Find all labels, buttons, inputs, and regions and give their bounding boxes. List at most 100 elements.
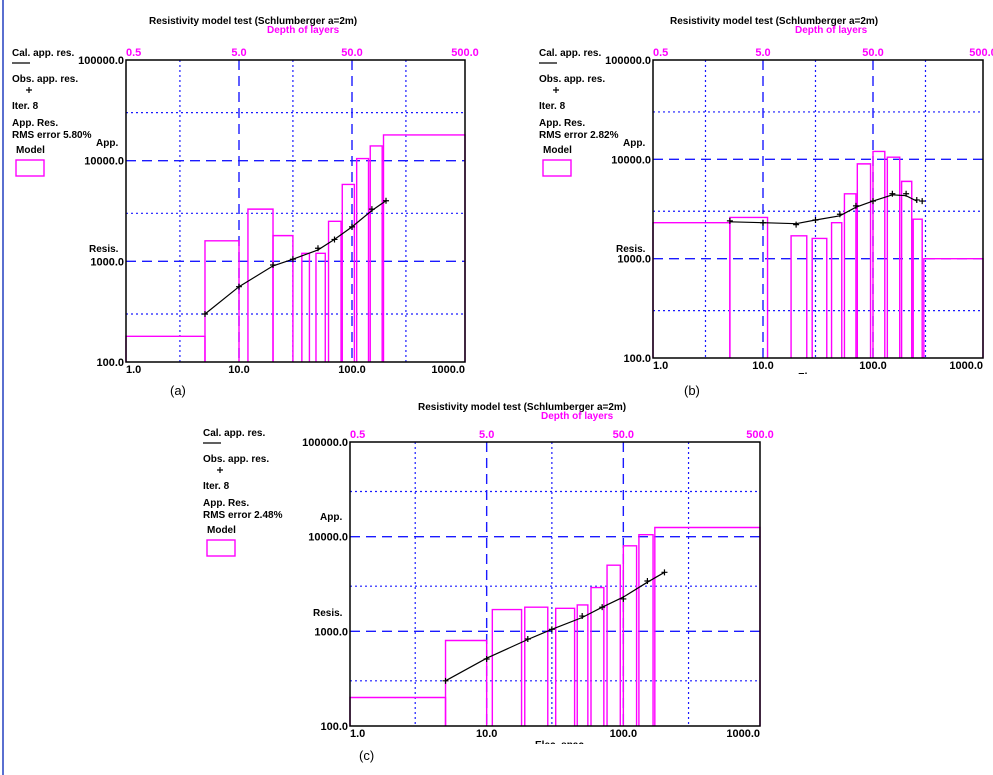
observed-point	[442, 677, 449, 684]
observed-point	[314, 245, 321, 252]
calculated-curve	[204, 200, 387, 315]
depth-tick-label: 0.5	[350, 429, 365, 441]
x-tick-label: 1.0	[126, 364, 141, 374]
legend-iteration: Iter. 8	[12, 101, 39, 112]
observed-point	[812, 217, 819, 224]
model-layer-block	[900, 180, 913, 358]
model-layer-block	[341, 183, 356, 362]
model-layer-block	[125, 335, 206, 362]
x-tick-label: 100.0	[859, 360, 887, 372]
chart-b-svg: Resistivity model test (Schlumberger a=2…	[539, 16, 993, 374]
calculated-curve	[729, 194, 918, 225]
legend-observed-label: Obs. app. res.	[12, 74, 78, 85]
legend-observed-marker	[217, 467, 223, 473]
x-axis-label: Elec. spac.	[535, 740, 587, 744]
model-layer-block	[355, 157, 370, 362]
legend-iteration: Iter. 8	[539, 101, 566, 112]
x-axis-label: Elec. spac.	[798, 372, 850, 374]
depth-tick-label: 0.5	[126, 47, 141, 59]
chart-panel-a: Resistivity model test (Schlumberger a=2…	[4, 12, 490, 374]
observed-point	[919, 198, 926, 205]
legend-app-res: App. Res.	[203, 498, 249, 509]
chart-panel-b: Resistivity model test (Schlumberger a=2…	[505, 12, 993, 374]
x-tick-label: 10.0	[228, 364, 249, 374]
y-tick-label: 10000.0	[84, 156, 124, 168]
chart-a-svg: Resistivity model test (Schlumberger a=2…	[12, 16, 479, 374]
depth-tick-label: 5.0	[231, 47, 246, 59]
y-tick-label: 1000.0	[90, 256, 124, 268]
model-layer-block	[622, 545, 638, 726]
y-tick-label: 100.0	[320, 721, 348, 733]
model-layer-block	[652, 222, 731, 358]
chart-c-svg: Resistivity model test (Schlumberger a=2…	[203, 402, 774, 744]
model-layer-block	[315, 252, 326, 362]
model-layer-block	[790, 235, 808, 358]
legend-rms-error: RMS error 2.48%	[203, 510, 283, 521]
model-layer-block	[654, 526, 761, 726]
y-tick-label: 100000.0	[302, 437, 348, 449]
y-axis-label-app: App.	[96, 138, 118, 149]
depth-axis-label: Depth of layers	[795, 25, 868, 36]
legend-observed-marker	[553, 87, 559, 93]
legend-model-label: Model	[543, 145, 572, 156]
y-axis-label-app: App.	[623, 138, 645, 149]
model-layer-block	[638, 533, 654, 726]
panel-caption-a: (a)	[170, 383, 186, 398]
left-edge-line	[2, 0, 4, 775]
legend-app-res: App. Res.	[539, 118, 585, 129]
observed-point	[836, 211, 843, 218]
legend-calculated-label: Cal. app. res.	[539, 48, 601, 59]
depth-tick-label: 500.0	[451, 47, 479, 59]
observed-point	[236, 283, 242, 290]
observed-point	[331, 236, 338, 243]
observed-point	[483, 656, 490, 663]
chart-title: Resistivity model test (Schlumberger a=2…	[670, 16, 878, 27]
x-tick-label: 1.0	[350, 728, 365, 740]
legend-model-swatch	[15, 159, 45, 177]
chart-panel-c: Resistivity model test (Schlumberger a=2…	[196, 398, 786, 744]
model-layer-block	[830, 222, 843, 358]
observed-point	[903, 190, 910, 197]
plot-frame	[125, 59, 466, 363]
model-layer-block	[247, 208, 274, 362]
y-axis-label-app: App.	[320, 512, 342, 523]
legend-model-swatch	[542, 159, 572, 177]
legend-app-res: App. Res.	[12, 118, 58, 129]
observed-point	[201, 310, 208, 317]
legend-model-label: Model	[207, 525, 236, 536]
y-tick-label: 10000.0	[308, 532, 348, 544]
y-tick-label: 100000.0	[78, 55, 124, 67]
depth-tick-label: 50.0	[613, 429, 634, 441]
plot-frame	[349, 441, 761, 727]
observed-point	[726, 217, 733, 224]
x-tick-label: 1000.0	[726, 728, 760, 740]
model-layer-block	[886, 156, 901, 358]
model-layer-block	[811, 237, 828, 358]
observed-point	[644, 578, 651, 585]
depth-tick-label: 50.0	[862, 47, 883, 59]
x-tick-label: 100.0	[338, 364, 366, 374]
depth-axis-label: Depth of layers	[267, 25, 340, 36]
model-layer-block	[856, 163, 872, 358]
model-layer-block	[729, 216, 769, 358]
x-tick-label: 100.0	[610, 728, 638, 740]
y-tick-label: 10000.0	[611, 154, 651, 166]
y-tick-label: 1000.0	[314, 626, 348, 638]
model-layer-block	[272, 234, 294, 362]
observed-point	[524, 635, 531, 642]
observed-point	[793, 221, 800, 228]
legend-model-label: Model	[16, 145, 45, 156]
observed-point	[852, 202, 859, 209]
chart-title: Resistivity model test (Schlumberger a=2…	[418, 402, 626, 413]
y-tick-label: 100.0	[96, 357, 124, 369]
model-layer-block	[204, 240, 240, 362]
model-layer-block	[301, 252, 311, 362]
observed-point	[620, 595, 627, 602]
observed-point	[548, 626, 555, 633]
legend-rms-error: RMS error 2.82%	[539, 130, 619, 141]
model-layer-block	[382, 134, 466, 362]
observed-point	[383, 197, 390, 204]
legend-calculated-label: Cal. app. res.	[12, 48, 74, 59]
model-layer-block	[912, 218, 923, 358]
observed-point	[889, 190, 896, 197]
